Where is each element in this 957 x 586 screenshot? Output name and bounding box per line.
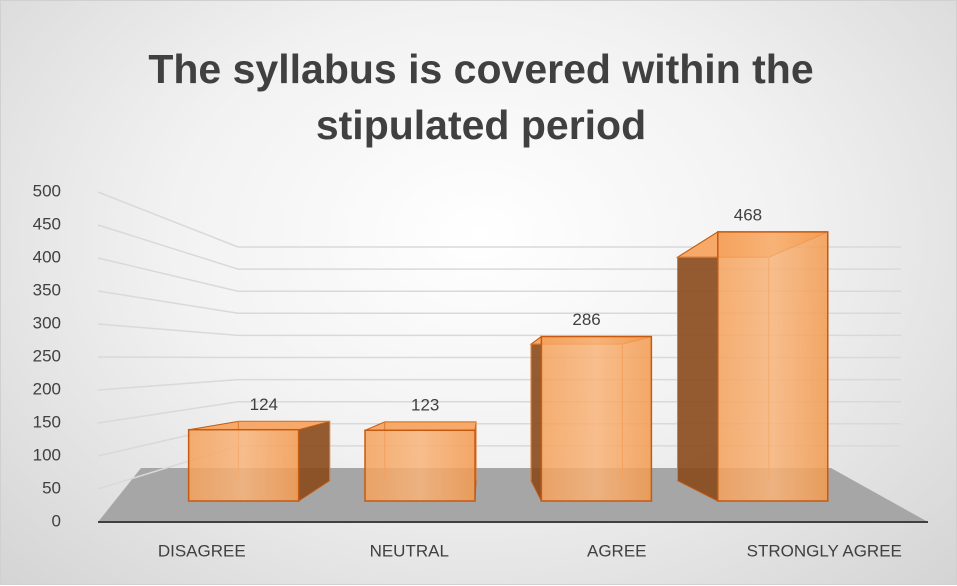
bar <box>187 428 300 502</box>
y-tick-label: 250 <box>33 346 61 365</box>
data-label: 468 <box>734 205 762 224</box>
bar-side <box>677 230 719 502</box>
x-tick-label: AGREE <box>587 541 647 560</box>
data-label: 123 <box>411 395 439 414</box>
data-label: 286 <box>572 310 600 329</box>
x-tick-label: DISAGREE <box>158 541 246 560</box>
y-tick-label: 500 <box>33 181 61 200</box>
y-tick-label: 100 <box>33 445 61 464</box>
bar-top <box>364 421 477 431</box>
y-tick-label: 0 <box>52 511 61 530</box>
y-tick-label: 200 <box>33 379 61 398</box>
bar <box>364 429 476 502</box>
chart-title: The syllabus is covered within the stipu… <box>148 46 814 148</box>
x-tick-label: STRONGLY AGREE <box>747 541 902 560</box>
y-tick-label: 350 <box>33 280 61 299</box>
y-tick-label: 50 <box>42 478 61 497</box>
y-tick-label: 300 <box>33 313 61 332</box>
data-label: 124 <box>250 395 278 414</box>
bar <box>717 231 829 502</box>
y-tick-label: 150 <box>33 412 61 431</box>
y-tick-label: 450 <box>33 214 61 233</box>
x-tick-label: NEUTRAL <box>370 541 449 560</box>
grid-line <box>97 191 901 248</box>
bar-side <box>530 335 542 502</box>
y-tick-label: 400 <box>33 247 61 266</box>
bar <box>540 335 653 502</box>
